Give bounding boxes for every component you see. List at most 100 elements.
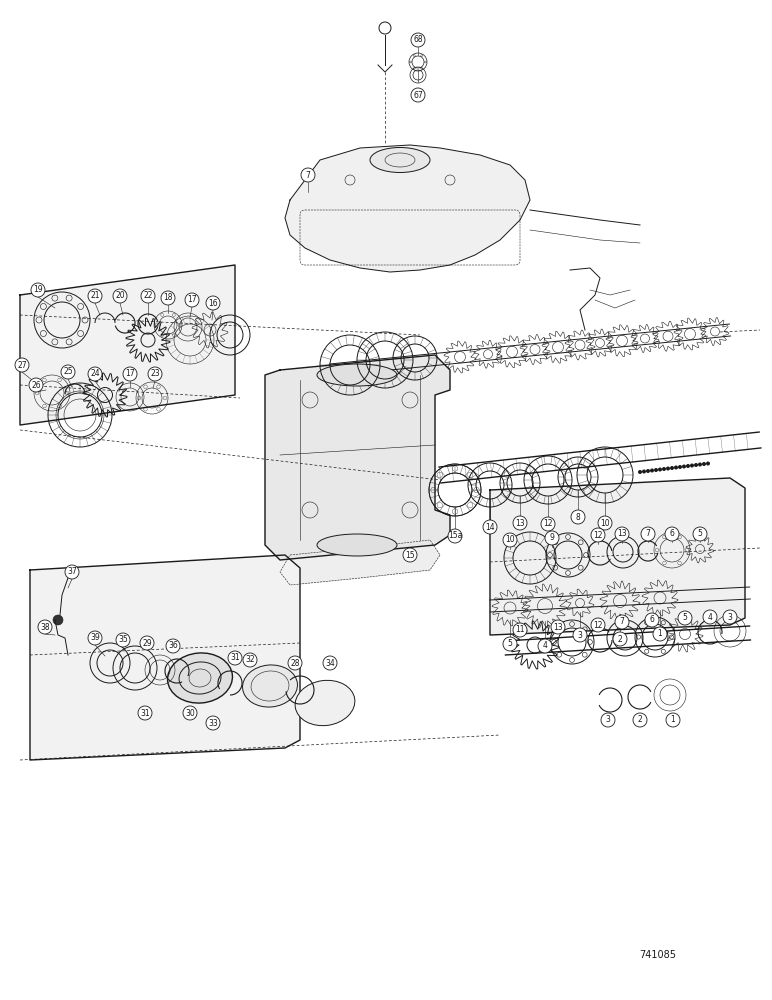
Circle shape: [654, 468, 658, 472]
Circle shape: [613, 632, 627, 646]
Circle shape: [662, 467, 666, 471]
Text: 39: 39: [90, 634, 100, 643]
Circle shape: [646, 469, 650, 473]
Circle shape: [228, 651, 242, 665]
Circle shape: [140, 636, 154, 650]
Text: 8: 8: [576, 512, 581, 522]
Text: 17: 17: [125, 369, 135, 378]
Text: 68: 68: [413, 35, 423, 44]
Circle shape: [88, 289, 102, 303]
Circle shape: [88, 631, 102, 645]
Circle shape: [641, 527, 655, 541]
Text: 10: 10: [505, 536, 515, 544]
Circle shape: [678, 465, 682, 469]
Ellipse shape: [370, 147, 430, 172]
Circle shape: [723, 610, 737, 624]
Text: 16: 16: [208, 298, 218, 308]
Circle shape: [678, 611, 692, 625]
Circle shape: [650, 468, 654, 473]
Polygon shape: [20, 265, 235, 425]
Circle shape: [206, 716, 220, 730]
Polygon shape: [280, 540, 440, 585]
Circle shape: [65, 565, 79, 579]
Ellipse shape: [317, 364, 397, 386]
Circle shape: [653, 627, 667, 641]
Text: 12: 12: [543, 520, 553, 528]
Text: 2: 2: [618, 635, 622, 644]
Text: 741085: 741085: [639, 950, 676, 960]
Circle shape: [591, 618, 605, 632]
Text: 21: 21: [90, 292, 100, 300]
Circle shape: [571, 510, 585, 524]
Circle shape: [615, 615, 629, 629]
Text: 33: 33: [208, 718, 218, 728]
Circle shape: [123, 367, 137, 381]
Text: 27: 27: [17, 360, 27, 369]
Text: 6: 6: [669, 530, 675, 538]
Text: 1: 1: [671, 716, 676, 724]
Circle shape: [148, 367, 162, 381]
Circle shape: [503, 637, 517, 651]
Circle shape: [116, 633, 130, 647]
Circle shape: [161, 291, 175, 305]
Circle shape: [61, 365, 75, 379]
Polygon shape: [490, 478, 745, 635]
Text: 37: 37: [67, 568, 77, 576]
Ellipse shape: [168, 653, 232, 703]
Circle shape: [411, 33, 425, 47]
Circle shape: [693, 527, 707, 541]
Text: 34: 34: [325, 658, 335, 668]
Circle shape: [670, 466, 674, 470]
Circle shape: [513, 516, 527, 530]
Text: 29: 29: [142, 639, 152, 648]
Circle shape: [615, 527, 629, 541]
Text: 20: 20: [115, 292, 125, 300]
Circle shape: [633, 713, 647, 727]
Circle shape: [38, 620, 52, 634]
Text: 67: 67: [413, 91, 423, 100]
Circle shape: [29, 378, 43, 392]
Text: 11: 11: [515, 626, 525, 635]
Text: 2: 2: [638, 716, 642, 724]
Circle shape: [706, 462, 710, 466]
Polygon shape: [285, 145, 530, 272]
Circle shape: [183, 706, 197, 720]
Circle shape: [545, 531, 559, 545]
Text: 32: 32: [245, 656, 255, 664]
Circle shape: [674, 466, 678, 470]
Circle shape: [411, 88, 425, 102]
Circle shape: [243, 653, 257, 667]
Text: 30: 30: [185, 708, 195, 718]
Text: 22: 22: [144, 292, 153, 300]
Text: 4: 4: [543, 642, 547, 650]
Text: 15a: 15a: [448, 532, 462, 540]
Text: 18: 18: [163, 294, 173, 302]
Text: 7: 7: [645, 530, 651, 538]
Circle shape: [138, 706, 152, 720]
Circle shape: [53, 615, 63, 625]
Circle shape: [666, 713, 680, 727]
Circle shape: [206, 296, 220, 310]
Circle shape: [573, 628, 587, 642]
Text: 5: 5: [698, 530, 703, 538]
Ellipse shape: [242, 665, 297, 707]
Circle shape: [686, 464, 690, 468]
Circle shape: [694, 463, 698, 467]
Circle shape: [483, 520, 497, 534]
Text: 12: 12: [593, 620, 603, 630]
Text: 5: 5: [682, 613, 687, 622]
Ellipse shape: [317, 534, 397, 556]
Circle shape: [113, 289, 127, 303]
Circle shape: [645, 613, 659, 627]
Circle shape: [591, 528, 605, 542]
Circle shape: [682, 464, 686, 468]
Circle shape: [551, 620, 565, 634]
Text: 5: 5: [507, 640, 513, 648]
Polygon shape: [265, 355, 450, 560]
Text: 3: 3: [605, 716, 611, 724]
Circle shape: [598, 516, 612, 530]
Circle shape: [185, 293, 199, 307]
Text: 9: 9: [550, 534, 554, 542]
Circle shape: [403, 548, 417, 562]
Text: 24: 24: [90, 369, 100, 378]
